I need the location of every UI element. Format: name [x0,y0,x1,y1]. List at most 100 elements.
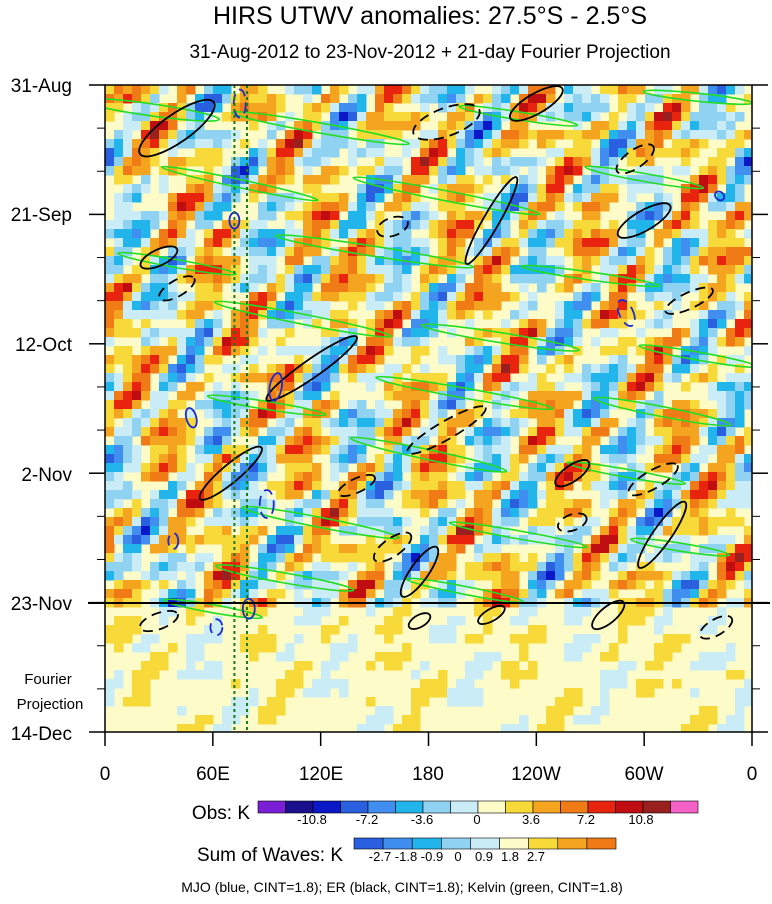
anomaly-cell [483,571,493,581]
anomaly-cell [483,418,493,428]
anomaly-cell [492,148,502,158]
anomaly-cell [294,391,304,401]
projection-cell [420,697,430,707]
anomaly-cell [492,166,502,176]
anomaly-cell [474,490,484,500]
anomaly-cell [636,256,646,266]
anomaly-cell [699,328,709,338]
obs-cb-tick: 7.2 [577,812,595,827]
waves-colorbar [353,837,617,850]
anomaly-cell [123,274,133,284]
anomaly-cell [411,436,421,446]
anomaly-cell [690,562,700,572]
anomaly-cell [303,526,313,536]
projection-cell [186,616,196,626]
anomaly-cell [402,238,412,248]
anomaly-cell [483,274,493,284]
anomaly-cell [348,562,358,572]
anomaly-cell [492,292,502,302]
anomaly-cell [177,499,187,509]
projection-cell [555,706,565,716]
anomaly-cell [465,139,475,149]
anomaly-cell [276,175,286,185]
anomaly-cell [510,211,520,221]
er-contour [337,474,376,497]
anomaly-cell [501,382,511,392]
anomaly-cell [231,346,241,356]
anomaly-cell [114,292,124,302]
anomaly-cell [132,283,142,293]
anomaly-cell [150,517,160,527]
anomaly-cell [519,283,529,293]
anomaly-cell [213,481,223,491]
projection-cell [582,715,592,725]
anomaly-cell [501,139,511,149]
anomaly-cell [474,427,484,437]
anomaly-cell [240,301,250,311]
anomaly-cell [105,373,115,383]
anomaly-cell [609,238,619,248]
er-contour [557,512,588,533]
anomaly-cell [690,454,700,464]
anomaly-cell [231,517,241,527]
anomaly-cell [699,418,709,428]
anomaly-cell [474,238,484,248]
anomaly-cell [393,463,403,473]
anomaly-cell [393,418,403,428]
anomaly-cell [564,274,574,284]
anomaly-cell [456,139,466,149]
anomaly-cell [150,94,160,104]
anomaly-cell [348,472,358,482]
anomaly-cell [591,292,601,302]
anomaly-cell [357,121,367,131]
anomaly-cell [276,436,286,446]
anomaly-cell [429,283,439,293]
anomaly-cell [357,580,367,590]
projection-cell [330,652,340,662]
anomaly-cell [690,274,700,284]
anomaly-cell [231,589,241,599]
anomaly-cell [447,274,457,284]
anomaly-cell [204,175,214,185]
anomaly-cell [456,454,466,464]
anomaly-cell [195,139,205,149]
anomaly-cell [492,139,502,149]
anomaly-cell [510,157,520,167]
anomaly-cell [744,130,752,140]
anomaly-cell [510,202,520,212]
anomaly-cell [663,418,673,428]
projection-cell [195,634,205,644]
anomaly-cell [447,85,457,95]
anomaly-cell [366,85,376,95]
anomaly-cell [312,157,322,167]
anomaly-cell [411,193,421,203]
anomaly-cell [339,220,349,230]
anomaly-cell [240,139,250,149]
anomaly-cell [573,454,583,464]
projection-cell [213,625,223,635]
anomaly-cell [267,382,277,392]
anomaly-cell [366,202,376,212]
anomaly-cell [726,517,736,527]
anomaly-cell [132,238,142,248]
anomaly-cell [519,436,529,446]
anomaly-cell [582,319,592,329]
projection-cell [141,697,151,707]
anomaly-cell [699,301,709,311]
anomaly-cell [483,229,493,239]
anomaly-cell [582,103,592,113]
anomaly-cell [186,535,196,545]
anomaly-cell [537,247,547,257]
projection-cell [420,688,430,698]
anomaly-cell [528,571,538,581]
anomaly-cell [555,238,565,248]
anomaly-cell [627,256,637,266]
anomaly-cell [159,175,169,185]
anomaly-cell [582,139,592,149]
anomaly-cell [429,553,439,563]
anomaly-cell [339,328,349,338]
anomaly-cell [735,373,745,383]
anomaly-cell [537,319,547,329]
anomaly-cell [231,274,241,284]
projection-cell [402,724,412,732]
